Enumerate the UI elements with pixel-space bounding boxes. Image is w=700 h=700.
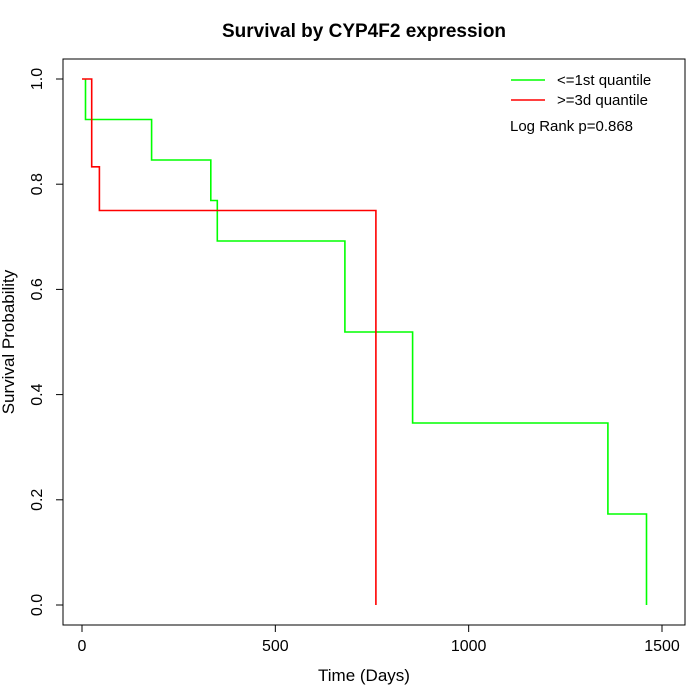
- x-tick-label: 1000: [451, 638, 487, 655]
- y-tick-label: 0.8: [29, 173, 46, 195]
- x-tick-label: 0: [78, 638, 87, 655]
- series-line-2: [82, 78, 377, 605]
- y-tick-label: 1.0: [29, 68, 46, 90]
- plot-frame: [62, 58, 686, 626]
- log-rank-annotation: Log Rank p=0.868: [510, 118, 633, 135]
- series-line-1: [84, 79, 648, 605]
- y-tick-label: 0.4: [29, 383, 46, 405]
- legend: <=1st quantile >=3d quantile: [511, 72, 651, 109]
- y-tick-label: 0.6: [29, 278, 46, 300]
- y-axis-label: Survival Probability: [0, 269, 18, 414]
- y-axis: 0.0 0.2 0.4 0.6 0.8 1.0: [29, 68, 64, 616]
- chart-title: Survival by CYP4F2 expression: [222, 21, 506, 42]
- y-tick-label: 0.0: [29, 594, 46, 616]
- legend-label-1: <=1st quantile: [557, 72, 651, 89]
- legend-label-2: >=3d quantile: [557, 92, 648, 109]
- series-layer: [82, 78, 648, 605]
- y-tick-label: 0.2: [29, 489, 46, 511]
- x-axis: 0 500 1000 1500: [78, 624, 680, 655]
- x-axis-label: Time (Days): [318, 666, 410, 685]
- x-tick-label: 500: [262, 638, 289, 655]
- x-tick-label: 1500: [644, 638, 680, 655]
